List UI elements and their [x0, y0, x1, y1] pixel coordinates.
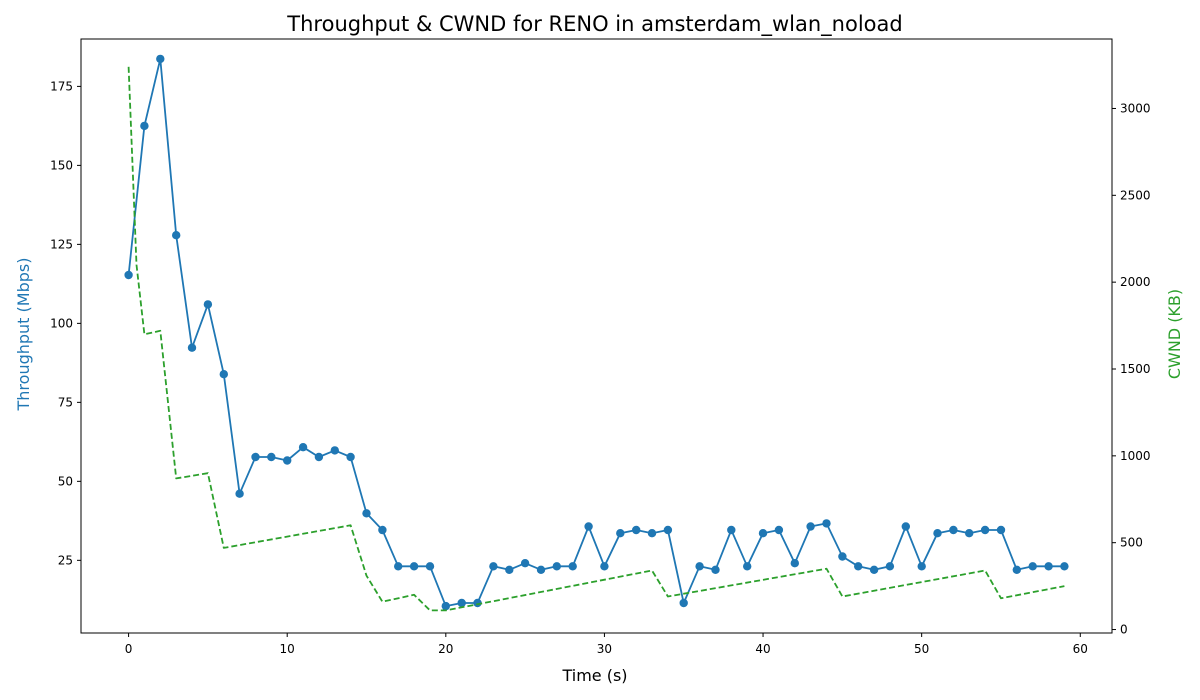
x-axis-title: Time (s)	[561, 666, 627, 685]
throughput-point	[172, 231, 181, 240]
throughput-point	[457, 598, 466, 608]
throughput-point	[346, 452, 355, 462]
throughput-point	[1028, 562, 1037, 571]
throughput-point	[219, 370, 228, 379]
throughput-point	[156, 54, 165, 64]
x-tick-label: 0	[125, 642, 133, 656]
y-left-tick-label: 50	[58, 474, 73, 488]
cwnd-series-line	[127, 66, 1065, 612]
throughput-point	[140, 121, 149, 131]
plot-area	[124, 54, 1069, 612]
x-tick-label: 20	[438, 642, 453, 656]
throughput-point	[917, 562, 926, 571]
throughput-point	[965, 529, 974, 538]
throughput-point	[584, 522, 593, 531]
throughput-point	[854, 562, 863, 571]
throughput-point	[489, 562, 498, 571]
throughput-point	[679, 598, 688, 608]
y-right-tick-label: 0	[1120, 623, 1128, 637]
y-right-tick-label: 1000	[1120, 449, 1151, 463]
throughput-point	[600, 562, 609, 571]
throughput-point	[505, 565, 514, 574]
y-left-tick-label: 175	[50, 79, 73, 93]
x-tick-label: 50	[914, 642, 929, 656]
throughput-point	[552, 562, 561, 571]
chart-title: Throughput & CWND for RENO in amsterdam_…	[286, 12, 902, 37]
y-axis-left-title: Throughput (Mbps)	[14, 258, 33, 412]
plot-frame	[80, 38, 1113, 634]
y-left-tick-label: 125	[50, 237, 73, 251]
y-axis-right-title: CWND (KB)	[1165, 289, 1184, 379]
y-right-tick-label: 3000	[1120, 101, 1151, 115]
throughput-point	[536, 565, 546, 574]
x-tick-label: 40	[755, 642, 770, 656]
y-right-tick-label: 500	[1120, 536, 1143, 550]
throughput-point	[933, 529, 942, 538]
throughput-point	[695, 562, 704, 571]
throughput-point	[1044, 562, 1053, 571]
throughput-point	[822, 519, 831, 528]
throughput-point	[283, 456, 292, 465]
axes: 0 10 20 30 40 50 60 25 50 75 100 125 150 175 0 500 1000 1…	[50, 79, 1150, 656]
throughput-point	[441, 601, 450, 611]
throughput-point	[774, 525, 784, 535]
throughput-point	[314, 452, 324, 462]
x-tick-label: 60	[1073, 642, 1088, 656]
throughput-point	[124, 270, 133, 280]
throughput-point	[758, 529, 768, 538]
throughput-point	[520, 559, 530, 568]
throughput-point	[616, 529, 625, 538]
y-right-tick-label: 1500	[1120, 362, 1151, 376]
throughput-point	[362, 509, 371, 518]
throughput-point	[901, 522, 910, 531]
throughput-point	[869, 565, 879, 574]
y-left-tick-label: 100	[50, 316, 73, 330]
throughput-point	[949, 525, 958, 535]
x-tick-label: 10	[280, 642, 295, 656]
y-right-tick-label: 2500	[1120, 188, 1151, 202]
throughput-point	[1060, 562, 1069, 571]
throughput-point	[298, 443, 308, 452]
throughput-point	[663, 525, 673, 535]
throughput-point	[425, 562, 435, 571]
throughput-point	[885, 562, 895, 571]
y-left-tick-label: 150	[50, 158, 73, 172]
throughput-point	[568, 562, 577, 571]
throughput-point	[743, 562, 752, 571]
throughput-point	[806, 522, 815, 531]
throughput-point	[711, 565, 720, 574]
throughput-series-line	[127, 58, 1065, 607]
y-left-tick-label: 75	[58, 395, 73, 409]
throughput-point	[409, 562, 419, 571]
y-left-tick-label: 25	[58, 553, 73, 567]
throughput-point	[394, 562, 403, 571]
throughput-point	[378, 525, 387, 535]
x-tick-label: 30	[597, 642, 612, 656]
throughput-point	[1012, 565, 1021, 574]
throughput-point	[473, 598, 482, 608]
throughput-point	[187, 343, 197, 352]
throughput-point	[727, 525, 736, 535]
throughput-point	[996, 525, 1006, 535]
throughput-point	[330, 446, 339, 455]
throughput-point	[251, 452, 260, 462]
throughput-point	[203, 300, 213, 309]
throughput-point	[267, 452, 276, 462]
throughput-point	[632, 525, 641, 535]
throughput-point	[235, 489, 244, 498]
throughput-point	[980, 525, 990, 535]
throughput-point	[647, 529, 657, 538]
throughput-point	[838, 552, 847, 561]
throughput-point	[790, 559, 799, 568]
y-right-tick-label: 2000	[1120, 275, 1151, 289]
